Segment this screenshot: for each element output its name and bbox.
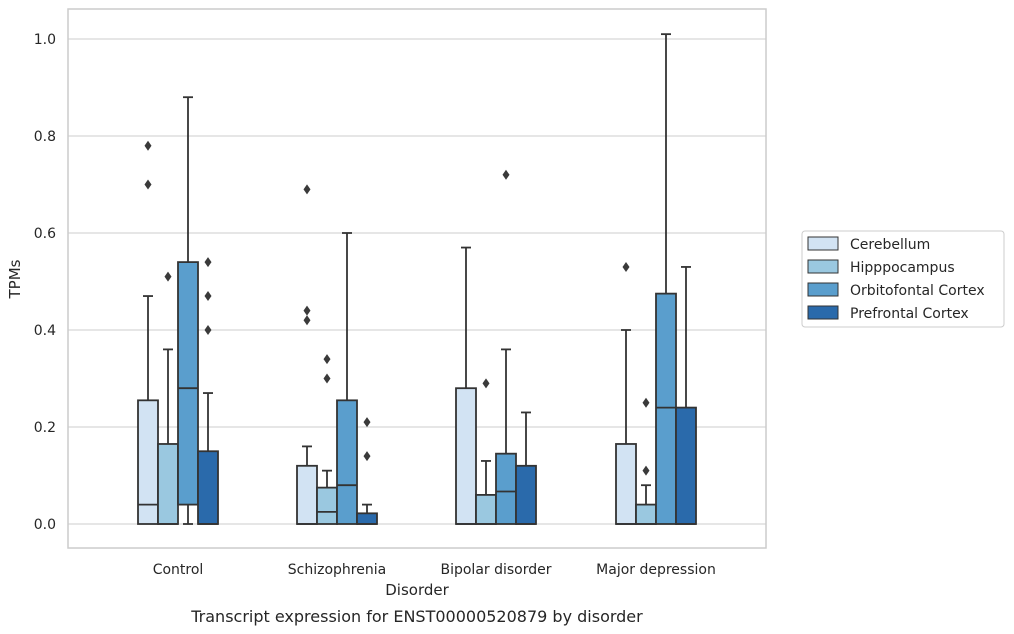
- chart-title: Transcript expression for ENST0000052087…: [190, 607, 643, 626]
- legend-label: Hipppocampus: [850, 260, 955, 276]
- outlier-point: [323, 373, 331, 384]
- x-axis-label: Disorder: [385, 581, 449, 599]
- box-3-0: [197, 257, 219, 525]
- y-tick-label: 0.8: [34, 129, 56, 145]
- outlier-point: [642, 465, 650, 476]
- box-2-1: [336, 232, 358, 525]
- plot-frame: [67, 8, 767, 549]
- outlier-point: [144, 140, 152, 151]
- box-body: [635, 503, 657, 525]
- box-body: [495, 452, 517, 525]
- x-tick-label: Major depression: [596, 562, 716, 578]
- legend-label: Prefrontal Cortex: [850, 306, 969, 322]
- legend-swatch: [807, 259, 839, 274]
- box-0-0: [137, 140, 159, 525]
- box-1-3: [635, 397, 657, 525]
- y-tick-label: 1.0: [34, 32, 56, 48]
- outlier-point: [204, 325, 212, 335]
- box-body: [157, 443, 179, 525]
- outlier-point: [144, 179, 152, 190]
- y-tick-labels: 0.0 0.2 0.4 0.6 0.8 1.0: [34, 32, 56, 533]
- outlier-point: [363, 417, 371, 428]
- box-3-1: [356, 417, 378, 525]
- outlier-point: [204, 291, 212, 302]
- box-body: [197, 450, 219, 525]
- legend: Cerebellum Hipppocampus Orbitofontal Corte…: [801, 230, 1005, 328]
- box-1-2: [475, 378, 497, 525]
- box-0-1: [296, 184, 318, 525]
- box-body: [336, 399, 358, 525]
- y-tick-label: 0.4: [34, 323, 56, 339]
- box-2-3: [655, 33, 677, 525]
- box-body: [296, 464, 318, 525]
- x-tick-labels: Control Schizophrenia Bipolar disorder Majo…: [153, 562, 716, 578]
- legend-items: Cerebellum Hipppocampus Orbitofontal Corte…: [807, 236, 985, 322]
- y-tick-label: 0.2: [34, 420, 56, 436]
- outlier-point: [323, 354, 331, 365]
- box-2-2: [495, 169, 517, 525]
- x-tick-label: Bipolar disorder: [440, 562, 551, 578]
- box-3-3: [675, 266, 697, 525]
- outlier-point: [363, 451, 371, 462]
- box-body: [475, 493, 497, 525]
- y-tick-label: 0.6: [34, 226, 56, 242]
- legend-swatch: [807, 305, 839, 320]
- outlier-point: [482, 378, 490, 389]
- box-0-3: [615, 261, 637, 525]
- outlier-point: [502, 169, 510, 180]
- outlier-point: [303, 184, 311, 195]
- box-0-2: [455, 246, 477, 525]
- box-2-0: [177, 96, 199, 525]
- y-tick-label: 0.0: [34, 517, 56, 533]
- y-axis-label: TPMs: [6, 259, 24, 299]
- legend-frame: [801, 230, 1005, 328]
- x-tick-label: Schizophrenia: [288, 562, 386, 578]
- box-body: [675, 406, 697, 525]
- legend-label: Orbitofontal Cortex: [850, 283, 985, 299]
- box-1-1: [316, 354, 338, 525]
- outlier-point: [303, 305, 311, 316]
- box-body: [515, 464, 537, 525]
- outlier-point: [204, 257, 212, 268]
- outlier-point: [164, 271, 172, 282]
- boxes: [137, 33, 697, 525]
- outlier-point: [642, 397, 650, 408]
- legend-swatch: [807, 236, 839, 251]
- box-1-0: [157, 271, 179, 525]
- box-body: [655, 292, 677, 525]
- box-body: [316, 486, 338, 525]
- box-3-2: [515, 411, 537, 525]
- box-body: [615, 443, 637, 525]
- box-body: [177, 261, 199, 506]
- outlier-point: [303, 315, 311, 326]
- legend-swatch: [807, 282, 839, 297]
- outlier-point: [622, 261, 630, 272]
- box-body: [455, 387, 477, 525]
- legend-label: Cerebellum: [850, 237, 930, 253]
- box-body: [356, 512, 378, 525]
- x-tick-label: Control: [153, 562, 204, 578]
